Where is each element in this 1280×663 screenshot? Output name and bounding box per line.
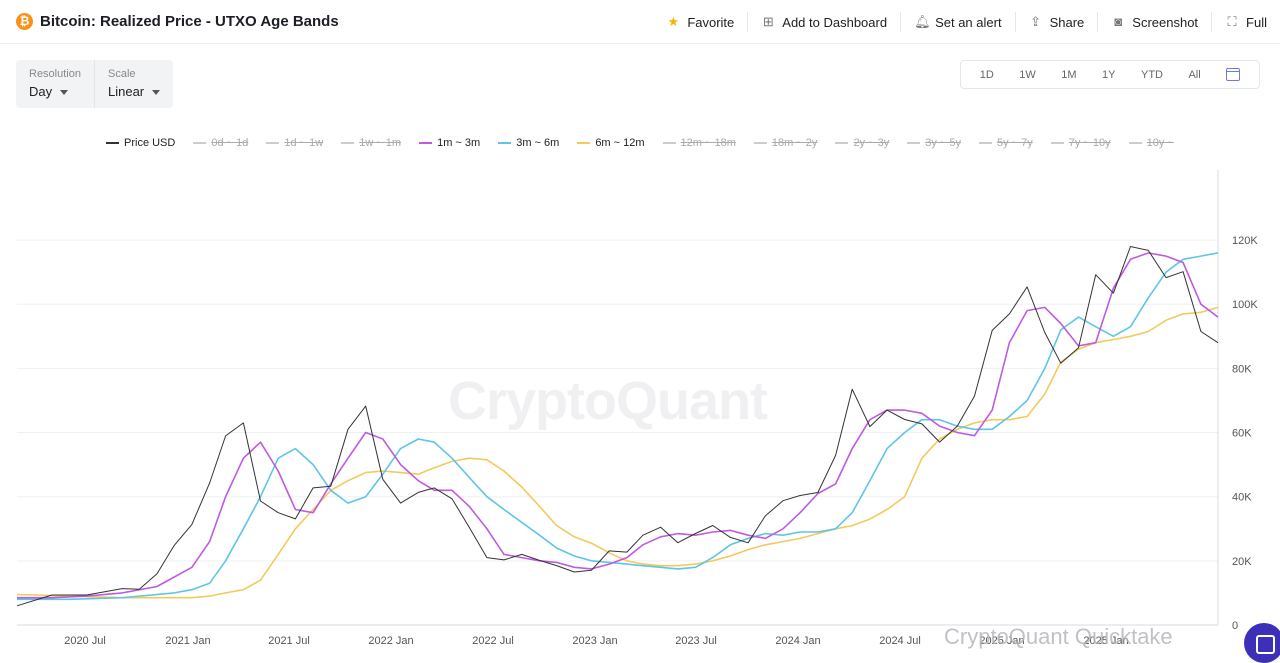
x-tick-label: 2024 Jul (879, 635, 921, 647)
series-line-price-usd (16, 246, 1219, 607)
star-icon: ★ (667, 14, 680, 29)
realized-price-chart[interactable]: 0 20K 40K 60K 80K 100K 120K 2020 Jul 2021 Jan 202… (0, 165, 1280, 663)
chat-button[interactable] (1244, 623, 1280, 663)
x-tick-label: 2023 Jan (572, 635, 617, 647)
range-1m[interactable]: 1M (1061, 68, 1077, 81)
legend-swatch (577, 142, 591, 144)
resolution-label: Resolution (29, 68, 81, 80)
series-line-3m-6m (17, 252, 1219, 601)
legend-swatch (106, 142, 119, 144)
favorite-button[interactable]: ★ Favorite (667, 14, 735, 30)
range-1d[interactable]: 1D (979, 68, 994, 81)
series-line-1m-3m (17, 252, 1219, 599)
share-button[interactable]: ⇪ Share (1014, 12, 1098, 32)
resolution-value: Day (29, 84, 53, 99)
legend-0d-1d[interactable]: 0d ~ 1d (193, 137, 248, 149)
add-to-dashboard-button[interactable]: ⊞ Add to Dashboard (747, 12, 900, 32)
legend-swatch (753, 142, 767, 144)
legend-1m-3m[interactable]: 1m ~ 3m (419, 137, 480, 149)
y-tick-label: 60K (1232, 428, 1252, 440)
camera-icon: ◙ (1114, 14, 1123, 29)
y-tick-label: 120K (1232, 235, 1258, 247)
top-bar: ₿ Bitcoin: Realized Price - UTXO Age Ban… (0, 0, 1280, 44)
legend-swatch (419, 142, 433, 144)
chart-controls: Resolution Day Scale Linear (16, 60, 173, 108)
chevron-down-icon (152, 90, 161, 96)
range-1y[interactable]: 1Y (1102, 68, 1116, 81)
scale-select[interactable]: Scale Linear (94, 60, 172, 108)
action-bar: ★ Favorite ⊞ Add to Dashboard 🔔︎ Set an ale… (653, 0, 1280, 44)
range-ytd[interactable]: YTD (1140, 68, 1163, 81)
page-title: Bitcoin: Realized Price - UTXO Age Bands (40, 13, 339, 30)
legend-swatch (193, 142, 207, 144)
fullscreen-icon: ⛶ (1227, 14, 1237, 29)
x-tick-label: 2025 Jan (979, 635, 1024, 647)
x-tick-label: 2022 Jan (368, 635, 413, 647)
y-tick-label: 80K (1232, 363, 1252, 375)
range-all[interactable]: All (1188, 68, 1201, 81)
series-line-6m-12m (16, 306, 1219, 599)
legend-3y-5y[interactable]: 3y ~ 5y (907, 137, 961, 149)
watermark-quicktake: CryptoQuant Quicktake (944, 624, 1173, 649)
fullscreen-button[interactable]: ⛶ Full (1211, 12, 1280, 32)
calendar-icon[interactable] (1226, 68, 1241, 81)
legend-10y[interactable]: 10y ~ (1128, 137, 1174, 149)
legend-swatch (498, 142, 512, 144)
legend-swatch (1128, 142, 1142, 144)
legend-2y-3y[interactable]: 2y ~ 3y (835, 137, 889, 149)
legend-5y-7y[interactable]: 5y ~ 7y (979, 137, 1033, 149)
dashboard-icon: ⊞ (762, 14, 774, 29)
share-icon: ⇪ (1030, 14, 1042, 29)
legend-1w-1m[interactable]: 1w ~ 1m (341, 137, 401, 149)
x-tick-label: 2023 Jul (675, 635, 717, 647)
legend-swatch (341, 142, 355, 144)
scale-value: Linear (108, 84, 145, 99)
legend-price[interactable]: Price USD (106, 137, 175, 149)
x-tick-label: 2022 Jul (472, 635, 514, 647)
legend-3m-6m[interactable]: 3m ~ 6m (498, 137, 559, 149)
y-tick-label: 40K (1232, 492, 1252, 504)
watermark: CryptoQuant (448, 371, 768, 431)
y-tick-label: 0 (1232, 620, 1238, 632)
legend-12m-18m[interactable]: 12m ~ 18m (662, 137, 736, 149)
legend-swatch (907, 142, 921, 144)
legend-6m-12m[interactable]: 6m ~ 12m (577, 137, 645, 149)
set-alert-button[interactable]: 🔔︎ Set an alert (900, 12, 1015, 32)
x-tick-label: 2021 Jul (268, 635, 310, 647)
x-tick-label: 2024 Jan (775, 635, 820, 647)
x-tick-label: 2021 Jan (165, 635, 210, 647)
scale-label: Scale (108, 68, 136, 80)
legend-swatch (662, 142, 676, 144)
x-tick-label: 2020 Jul (64, 635, 106, 647)
legend-18m-2y[interactable]: 18m ~ 2y (753, 137, 817, 149)
screenshot-button[interactable]: ◙ Screenshot (1097, 12, 1211, 32)
resolution-select[interactable]: Resolution Day (16, 60, 94, 108)
bitcoin-icon: ₿ (16, 13, 33, 30)
legend-swatch (1050, 142, 1064, 144)
legend-7y-10y[interactable]: 7y ~ 10y (1050, 137, 1111, 149)
legend-1d-1w[interactable]: 1d ~ 1w (266, 137, 323, 149)
range-1w[interactable]: 1W (1019, 68, 1036, 81)
legend-swatch (266, 142, 280, 144)
bell-icon: 🔔︎ (914, 14, 931, 29)
legend-swatch (835, 142, 849, 144)
y-tick-label: 20K (1232, 556, 1252, 568)
legend-swatch (979, 142, 992, 144)
chevron-down-icon (60, 90, 69, 96)
x-tick-label: 2025 Jan (1083, 635, 1128, 647)
chart-legend: Price USD 0d ~ 1d 1d ~ 1w 1w ~ 1m 1m ~ 3… (106, 137, 1174, 149)
range-selector: 1D 1W 1M 1Y YTD All (960, 60, 1260, 89)
y-tick-label: 100K (1232, 299, 1258, 311)
